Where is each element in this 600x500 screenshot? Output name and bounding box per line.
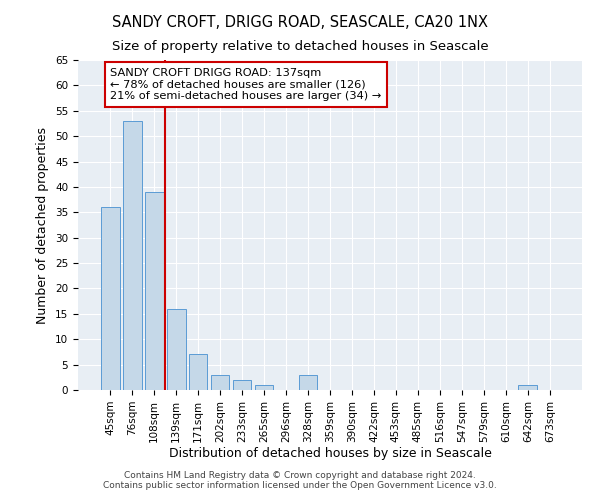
Bar bbox=[255, 385, 274, 390]
Bar bbox=[145, 192, 164, 390]
Text: SANDY CROFT, DRIGG ROAD, SEASCALE, CA20 1NX: SANDY CROFT, DRIGG ROAD, SEASCALE, CA20 … bbox=[112, 15, 488, 30]
Text: Contains HM Land Registry data © Crown copyright and database right 2024.
Contai: Contains HM Land Registry data © Crown c… bbox=[103, 470, 497, 490]
Bar bbox=[189, 354, 208, 390]
X-axis label: Distribution of detached houses by size in Seascale: Distribution of detached houses by size … bbox=[169, 448, 491, 460]
Bar bbox=[101, 207, 119, 390]
Bar bbox=[299, 375, 317, 390]
Bar bbox=[167, 309, 185, 390]
Y-axis label: Number of detached properties: Number of detached properties bbox=[37, 126, 49, 324]
Bar bbox=[123, 121, 142, 390]
Bar bbox=[211, 375, 229, 390]
Bar bbox=[233, 380, 251, 390]
Bar bbox=[518, 385, 537, 390]
Text: Size of property relative to detached houses in Seascale: Size of property relative to detached ho… bbox=[112, 40, 488, 53]
Text: SANDY CROFT DRIGG ROAD: 137sqm
← 78% of detached houses are smaller (126)
21% of: SANDY CROFT DRIGG ROAD: 137sqm ← 78% of … bbox=[110, 68, 382, 101]
